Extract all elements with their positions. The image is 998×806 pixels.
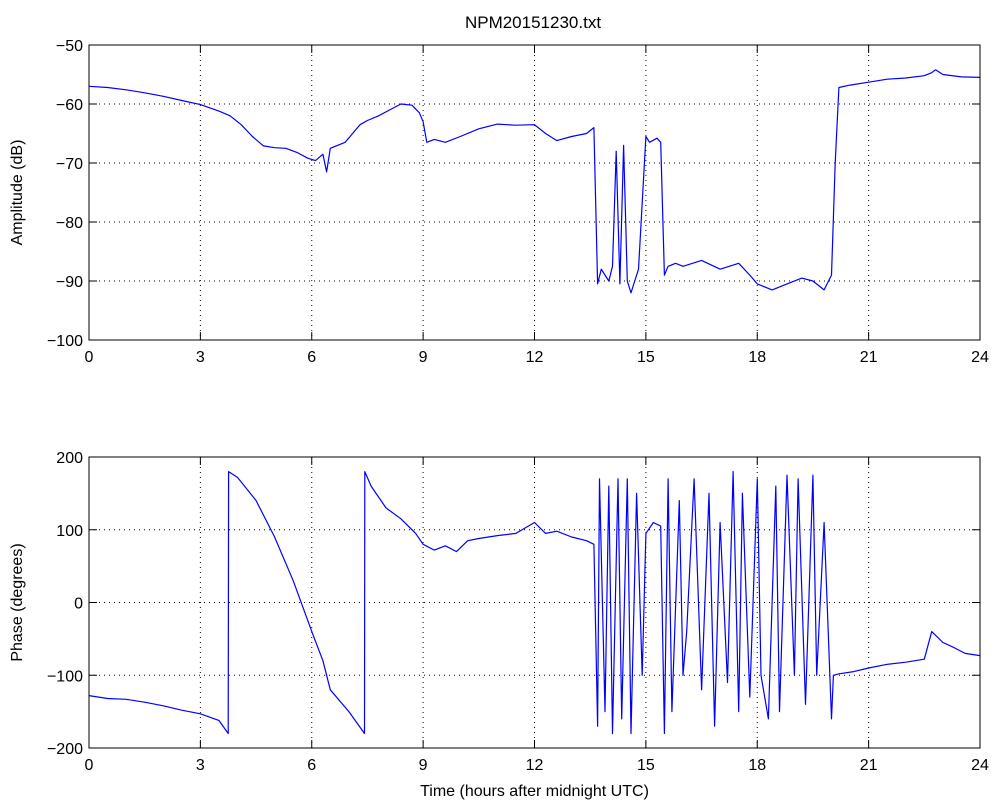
phase-xtick-label: 12 [526,757,544,774]
phase-xtick-label: 0 [85,757,94,774]
phase-series-line [88,471,981,735]
amplitude-xtick-label: 9 [419,349,428,366]
phase-ytick-label: 100 [56,523,83,540]
amplitude-xtick-label: 0 [85,349,94,366]
phase-xtick-label: 9 [419,757,428,774]
amplitude-ytick-label: −90 [56,274,83,291]
phase-ytick-label: 0 [74,596,83,613]
amplitude-ytick-label: −70 [56,156,83,173]
phase-panel: 0 3 6 9 12 15 18 21 24 −200 −100 0 100 200 Phase (degr… [9,450,989,800]
phase-ytick-label: −100 [47,668,83,685]
phase-xtick-label: 24 [971,757,989,774]
chart-title: NPM20151230.txt [465,13,601,32]
amplitude-xtick-label: 12 [526,349,544,366]
amplitude-xtick-label: 15 [637,349,655,366]
phase-ylabel: Phase (degrees) [9,543,26,661]
amplitude-xtick-label: 6 [307,349,316,366]
phase-ytick-label: −200 [47,741,83,758]
amplitude-xtick-label: 3 [196,349,205,366]
phase-xlabel: Time (hours after midnight UTC) [420,783,649,800]
phase-ytick-label: 200 [56,450,83,467]
amplitude-xtick-label: 24 [971,349,989,366]
amplitude-ytick-label: −50 [56,38,83,55]
amplitude-panel: 0 3 6 9 12 15 18 21 24 −100 −90 −80 −70 −60 −50 Amplitu… [9,38,989,366]
amplitude-ytick-label: −100 [47,333,83,350]
amplitude-ytick-label: −80 [56,215,83,232]
amplitude-xtick-label: 21 [860,349,878,366]
amplitude-ylabel: Amplitude (dB) [9,140,26,246]
phase-xtick-label: 3 [196,757,205,774]
amplitude-xtick-label: 18 [748,349,766,366]
phase-xtick-label: 15 [637,757,655,774]
phase-xtick-label: 6 [307,757,316,774]
phase-xtick-label: 21 [860,757,878,774]
amplitude-series-line [88,69,981,294]
amplitude-ytick-label: −60 [56,97,83,114]
phase-xtick-label: 18 [748,757,766,774]
